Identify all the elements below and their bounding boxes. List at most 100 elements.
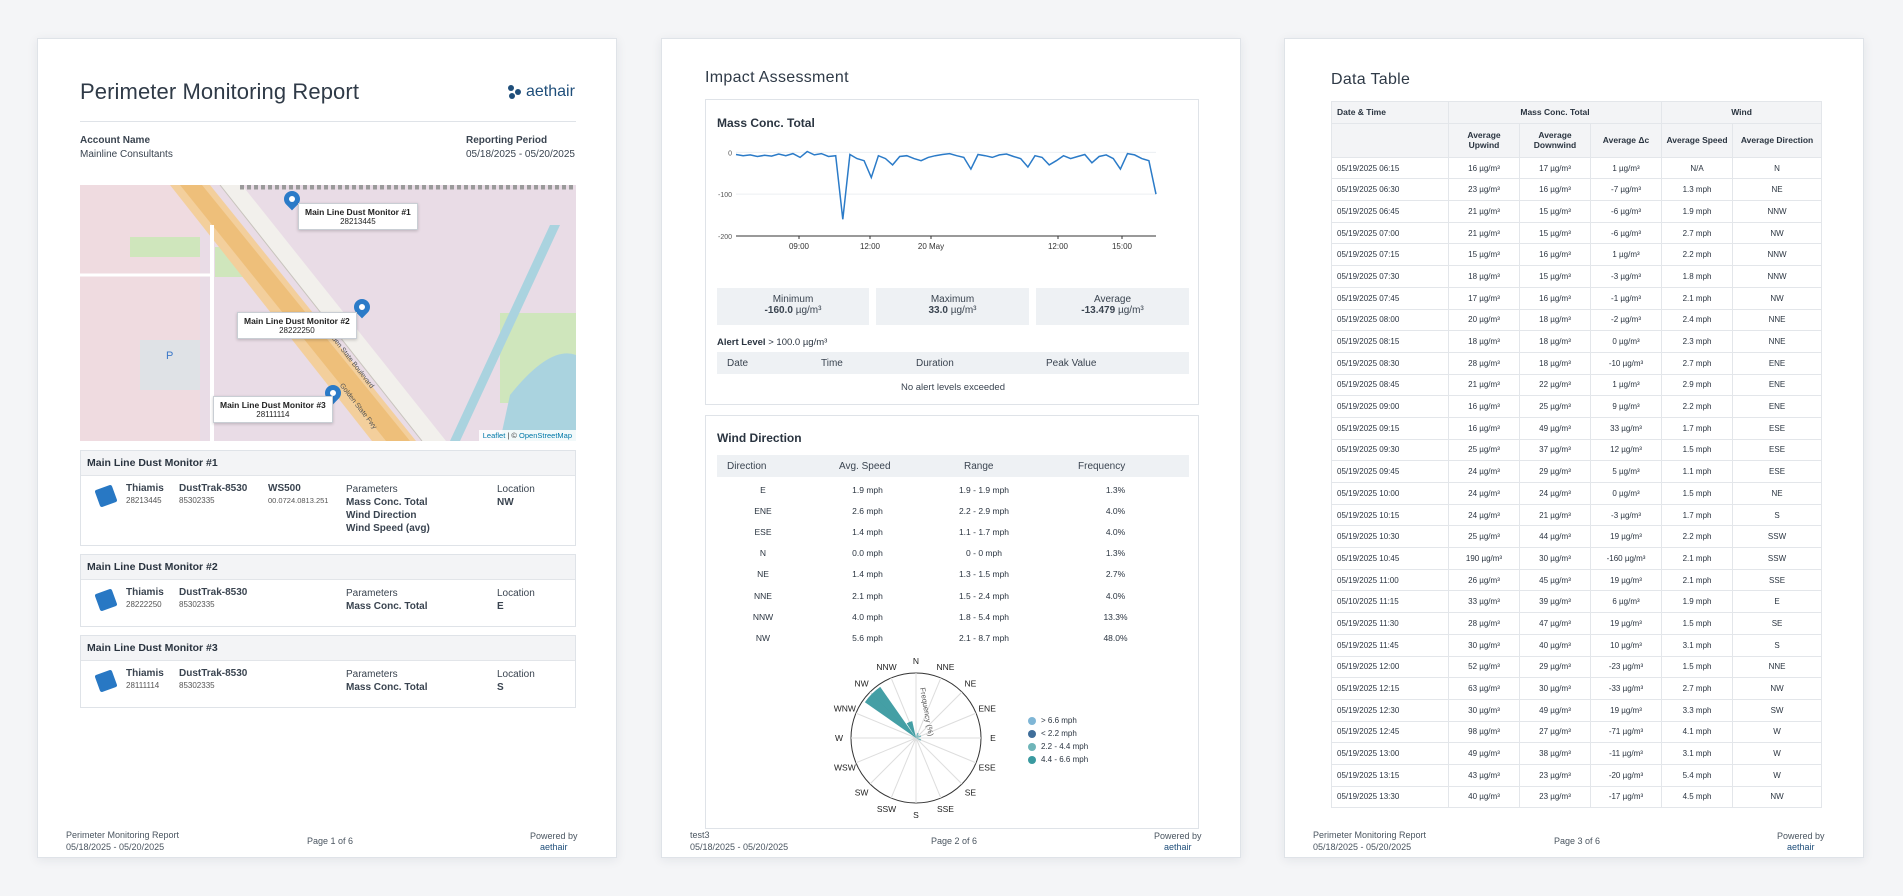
parameters-label: Parameters xyxy=(346,669,398,680)
table-row: 05/19/2025 10:00 24 µg/m³ 24 µg/m³ 0 µg/m³ 1… xyxy=(1331,482,1823,505)
table-cell: 2.7 mph xyxy=(1661,221,1734,245)
table-cell: S xyxy=(1732,503,1823,527)
table-cell: ENE xyxy=(1732,395,1823,418)
table-cell: 15 µg/m³ xyxy=(1448,243,1520,267)
table-cell: 2.7 mph xyxy=(1661,677,1734,700)
alert-table-header: Date Time Duration Peak Value xyxy=(717,352,1189,374)
table-cell: 4.5 mph xyxy=(1661,785,1734,809)
table-cell: 05/19/2025 08:30 xyxy=(1331,351,1449,375)
table-cell: S xyxy=(1732,633,1823,657)
legend-label: 2.2 - 4.4 mph xyxy=(1041,742,1089,751)
table-cell: E xyxy=(1732,590,1823,614)
table-cell: 05/19/2025 07:00 xyxy=(1331,221,1449,245)
column-header: Duration xyxy=(916,358,954,369)
table-cell: 24 µg/m³ xyxy=(1448,482,1520,505)
table-cell: -6 µg/m³ xyxy=(1589,221,1663,245)
account-label: Account Name xyxy=(80,135,151,146)
table-cell: SSW xyxy=(1732,525,1823,549)
table-cell: 23 µg/m³ xyxy=(1448,178,1520,202)
table-cell: 1.3% xyxy=(1105,484,1126,495)
table-cell: 4.1 mph xyxy=(1661,720,1734,744)
monitor-card-1: Main Line Dust Monitor #1 Thiamis 282134… xyxy=(80,450,576,546)
table-cell: SSW xyxy=(1732,547,1823,570)
table-cell: NE xyxy=(1732,178,1823,202)
osm-link[interactable]: OpenStreetMap xyxy=(519,431,572,440)
table-cell: 19 µg/m³ xyxy=(1589,568,1663,592)
direction-label: NW xyxy=(854,679,868,689)
direction-label: ENE xyxy=(978,704,996,714)
table-cell: 190 µg/m³ xyxy=(1448,547,1520,570)
table-cell: -3 µg/m³ xyxy=(1589,265,1663,288)
table-cell: 05/19/2025 13:15 xyxy=(1331,763,1449,787)
table-cell: 05/19/2025 08:45 xyxy=(1331,373,1449,397)
alert-empty-message: No alert levels exceeded xyxy=(900,382,1006,393)
table-cell: 18 µg/m³ xyxy=(1519,330,1591,353)
account-value: Mainline Consultants xyxy=(80,149,173,160)
legend-swatch xyxy=(1028,755,1036,764)
map-attribution: Leaflet | © OpenStreetMap xyxy=(478,430,576,441)
x-tick-label: 09:00 xyxy=(789,242,810,251)
table-cell: 6 µg/m³ xyxy=(1589,590,1663,614)
page-number: Page 2 of 6 xyxy=(931,836,978,846)
table-cell: 21 µg/m³ xyxy=(1448,200,1520,223)
table-cell: 1.3 mph xyxy=(1661,178,1734,202)
device-serial: 28213445 xyxy=(126,496,162,505)
table-cell: 18 µg/m³ xyxy=(1448,265,1520,288)
table-cell: 05/19/2025 08:15 xyxy=(1331,330,1449,353)
table-cell: 4.0 mph xyxy=(852,611,883,622)
table-cell: 05/19/2025 13:30 xyxy=(1331,785,1449,809)
footer-title: Perimeter Monitoring Report xyxy=(66,830,180,840)
direction-label: E xyxy=(990,733,996,743)
table-cell: 05/19/2025 07:15 xyxy=(1331,243,1449,267)
table-cell: 23 µg/m³ xyxy=(1519,763,1591,787)
stat-average: Average -13.479 µg/m³ xyxy=(1036,288,1189,325)
table-cell: 18 µg/m³ xyxy=(1519,308,1591,332)
table-row: N 0.0 mph 0 - 0 mph 1.3% xyxy=(717,543,1189,564)
table-cell: 5 µg/m³ xyxy=(1589,460,1663,483)
table-cell: 2.1 mph xyxy=(1661,286,1734,310)
table-cell: NNW xyxy=(1732,243,1823,267)
location-value: NW xyxy=(497,497,514,508)
table-cell: ESE xyxy=(1732,438,1823,462)
device-icon xyxy=(94,669,118,693)
legend-item: > 6.6 mph xyxy=(1028,714,1088,727)
table-row: 05/19/2025 11:30 28 µg/m³ 47 µg/m³ 19 µg/m³… xyxy=(1331,612,1823,635)
location-label: Location xyxy=(497,588,535,599)
footer-title: test3 xyxy=(690,830,710,840)
table-row: 05/19/2025 08:15 18 µg/m³ 18 µg/m³ 0 µg/m³ 2… xyxy=(1331,330,1823,353)
table-cell: 33 µg/m³ xyxy=(1448,590,1520,614)
table-cell: 4.0% xyxy=(1105,505,1126,516)
location-value: E xyxy=(497,601,504,612)
table-cell: 30 µg/m³ xyxy=(1519,677,1591,700)
table-cell: 20 µg/m³ xyxy=(1448,308,1520,332)
table-row: 05/19/2025 08:30 28 µg/m³ 18 µg/m³ -10 µg/m… xyxy=(1331,351,1823,375)
rose-wedge xyxy=(916,737,918,739)
table-cell: 29 µg/m³ xyxy=(1519,655,1591,679)
table-cell: 24 µg/m³ xyxy=(1448,503,1520,527)
page-number: Page 3 of 6 xyxy=(1554,836,1601,846)
table-cell: 3.1 mph xyxy=(1661,742,1734,765)
table-cell: NNW xyxy=(752,611,774,622)
table-cell: 12 µg/m³ xyxy=(1589,438,1663,462)
leaflet-link[interactable]: Leaflet xyxy=(482,431,506,440)
table-cell: -71 µg/m³ xyxy=(1589,720,1663,744)
page-number: Page 1 of 6 xyxy=(307,836,354,846)
table-cell: 2.3 mph xyxy=(1661,330,1734,353)
sensor-serial: 85302335 xyxy=(179,681,215,690)
table-cell: W xyxy=(1732,763,1823,787)
device-brand: Thiamis xyxy=(126,587,164,598)
direction-label: WSW xyxy=(834,762,856,772)
brand-logo: aethair xyxy=(508,83,575,101)
table-cell: 1.5 mph xyxy=(1661,438,1734,462)
location-value: S xyxy=(497,682,504,693)
page-title: Data Table xyxy=(1331,71,1411,88)
table-cell: NW xyxy=(1732,286,1823,310)
table-cell: 2.9 mph xyxy=(1661,373,1734,397)
site-map[interactable]: P Golden State Boulevard Golden State Fw… xyxy=(80,185,576,441)
table-cell: ENE xyxy=(1732,373,1823,397)
wind-table-header: Direction Avg. Speed Range Frequency xyxy=(717,455,1189,477)
table-row: 05/19/2025 06:45 21 µg/m³ 15 µg/m³ -6 µg/m³… xyxy=(1331,200,1823,223)
legend-label: < 2.2 mph xyxy=(1041,729,1077,738)
table-cell: 49 µg/m³ xyxy=(1448,742,1520,765)
table-row: NE 1.4 mph 1.3 - 1.5 mph 2.7% xyxy=(717,564,1189,585)
